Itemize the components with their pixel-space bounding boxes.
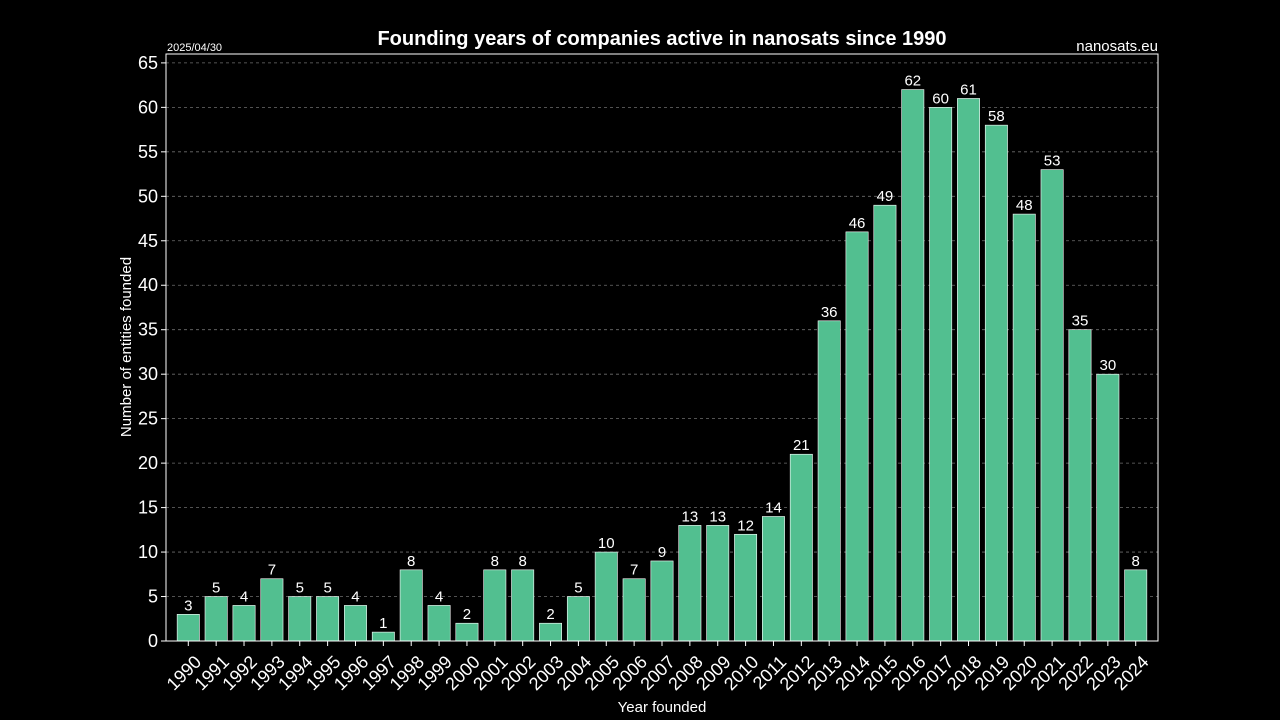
bar bbox=[1012, 213, 1036, 642]
bar-value-label: 7 bbox=[268, 562, 276, 579]
bar bbox=[817, 320, 841, 642]
y-tick-label: 45 bbox=[138, 231, 158, 251]
bar bbox=[427, 605, 451, 642]
bar-value-label: 60 bbox=[932, 90, 949, 107]
y-tick-label: 30 bbox=[138, 364, 158, 384]
bar-value-label: 1 bbox=[379, 615, 387, 632]
bar-value-label: 30 bbox=[1099, 357, 1116, 374]
y-axis-label: Number of entities founded bbox=[118, 257, 135, 437]
bar-value-label: 2 bbox=[463, 606, 471, 623]
bar-value-label: 36 bbox=[821, 304, 838, 321]
y-tick-label: 0 bbox=[148, 631, 158, 651]
bar bbox=[288, 596, 312, 642]
chart-title: Founding years of companies active in na… bbox=[377, 28, 946, 50]
bar bbox=[566, 596, 590, 642]
plot-area-frame bbox=[165, 53, 1159, 642]
bar-value-label: 61 bbox=[960, 81, 977, 98]
bar-value-label: 4 bbox=[435, 588, 443, 605]
bar-value-label: 8 bbox=[407, 553, 415, 570]
bar-value-label: 13 bbox=[709, 508, 726, 525]
bar bbox=[511, 569, 535, 642]
y-tick-label: 60 bbox=[138, 97, 158, 117]
bar bbox=[399, 569, 423, 642]
chart-date: 2025/04/30 bbox=[167, 42, 222, 54]
bar bbox=[929, 107, 953, 642]
y-tick-label: 40 bbox=[138, 275, 158, 295]
bar bbox=[901, 89, 925, 642]
bar bbox=[789, 453, 813, 642]
bar bbox=[678, 525, 702, 642]
y-tick-label: 55 bbox=[138, 142, 158, 162]
bar-value-label: 21 bbox=[793, 437, 810, 454]
bar bbox=[232, 605, 256, 642]
bar-value-label: 13 bbox=[682, 508, 699, 525]
bar-value-label: 9 bbox=[658, 544, 666, 561]
chart-source: nanosats.eu bbox=[1076, 38, 1158, 55]
bars bbox=[176, 89, 1148, 642]
bar-value-label: 2 bbox=[546, 606, 554, 623]
bar bbox=[845, 231, 869, 642]
bar-value-label: 49 bbox=[877, 188, 894, 205]
bar bbox=[706, 525, 730, 642]
bar bbox=[204, 596, 228, 642]
bar-value-label: 12 bbox=[737, 517, 754, 534]
bar-value-label: 58 bbox=[988, 108, 1005, 125]
y-tick-label: 20 bbox=[138, 453, 158, 473]
bar bbox=[984, 124, 1008, 642]
y-tick-label: 10 bbox=[138, 542, 158, 562]
bar-value-label: 5 bbox=[574, 580, 582, 597]
bar-value-label: 3 bbox=[184, 597, 192, 614]
bar-value-label: 8 bbox=[519, 553, 527, 570]
bar-value-label: 48 bbox=[1016, 197, 1033, 214]
bar bbox=[1040, 169, 1064, 642]
bar bbox=[957, 98, 980, 642]
bar bbox=[539, 622, 562, 642]
bar-value-label: 5 bbox=[296, 580, 304, 597]
bar bbox=[1068, 329, 1092, 642]
bar bbox=[1124, 569, 1148, 642]
bar bbox=[483, 569, 507, 642]
bar bbox=[455, 622, 479, 642]
bar bbox=[344, 605, 367, 642]
y-tick-label: 15 bbox=[138, 498, 158, 518]
bar-value-label: 10 bbox=[598, 535, 615, 552]
y-axis-ticks: 0 5 10 15 20 25 30 35 40 45 50 55 60 65 bbox=[138, 53, 166, 651]
bar bbox=[260, 578, 284, 642]
x-axis-ticks: 1990199119921993199419951996199719981999… bbox=[163, 641, 1153, 694]
y-tick-label: 65 bbox=[138, 53, 158, 73]
bar bbox=[650, 560, 674, 642]
bar-value-label: 5 bbox=[323, 580, 331, 597]
bar-value-label: 8 bbox=[1132, 553, 1140, 570]
bar bbox=[1096, 373, 1120, 642]
bar bbox=[594, 551, 618, 642]
bar bbox=[371, 631, 395, 642]
bar-value-label: 62 bbox=[904, 73, 921, 90]
bar-value-label: 7 bbox=[630, 562, 638, 579]
y-tick-label: 25 bbox=[138, 409, 158, 429]
y-tick-label: 50 bbox=[138, 186, 158, 206]
y-tick-label: 35 bbox=[138, 320, 158, 340]
x-axis-label: Year founded bbox=[618, 699, 707, 716]
bar-value-label: 8 bbox=[491, 553, 499, 570]
bar bbox=[762, 516, 785, 642]
bar bbox=[176, 614, 200, 642]
bar-value-label: 5 bbox=[212, 580, 220, 597]
bar bbox=[734, 533, 758, 642]
y-tick-label: 5 bbox=[148, 587, 158, 607]
bar bbox=[873, 204, 897, 642]
grid-lines bbox=[166, 62, 1158, 597]
bar-value-label: 14 bbox=[765, 499, 782, 516]
bar-value-label: 4 bbox=[351, 588, 359, 605]
bar bbox=[316, 596, 340, 642]
bar-value-label: 35 bbox=[1072, 313, 1089, 330]
bar-value-label: 4 bbox=[240, 588, 248, 605]
bar-value-label: 46 bbox=[849, 215, 866, 232]
bar bbox=[622, 578, 646, 642]
bar-value-label: 53 bbox=[1044, 153, 1061, 170]
